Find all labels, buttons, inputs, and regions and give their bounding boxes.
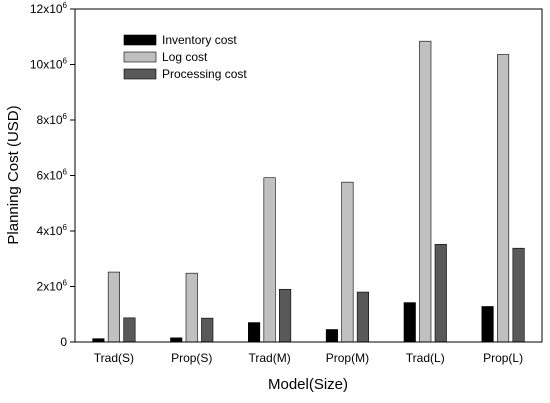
- x-tick-label: Prop(M): [326, 351, 369, 365]
- legend: Inventory cost Log cost Processing cost: [123, 33, 247, 81]
- legend-swatch: [123, 51, 157, 63]
- legend-swatch: [123, 68, 157, 80]
- legend-label: Log cost: [162, 50, 208, 64]
- y-axis-ticks: 0 2x106 4x106 6x106 8x106 10x106 12x106: [30, 1, 75, 349]
- legend-label: Processing cost: [162, 67, 247, 81]
- y-tick-label: 10x106: [30, 57, 68, 72]
- bar-log-cost: [341, 181, 354, 343]
- bar-processing-cost: [201, 317, 214, 343]
- x-tick-label: Trad(M): [248, 351, 290, 365]
- bar-inventory-cost: [170, 337, 183, 343]
- x-tick-label: Trad(L): [406, 351, 445, 365]
- bar-inventory-cost: [248, 322, 261, 343]
- bar-log-cost: [263, 177, 276, 343]
- bar-log-cost: [419, 40, 432, 343]
- y-tick-label: 2x106: [37, 279, 68, 294]
- bar-inventory-cost: [325, 329, 338, 343]
- bar-processing-cost: [123, 317, 136, 343]
- bar-log-cost: [497, 54, 510, 343]
- bar-log-cost: [185, 272, 198, 343]
- y-tick-label: 4x106: [37, 223, 68, 238]
- y-tick-label: 8x106: [37, 112, 68, 127]
- bar-inventory-cost: [481, 306, 494, 343]
- bar-processing-cost: [512, 247, 525, 343]
- x-tick-label: Trad(S): [94, 351, 134, 365]
- y-tick-label: 0: [60, 335, 67, 349]
- y-tick-label: 6x106: [37, 168, 68, 183]
- y-axis-title: Planning Cost (USD): [5, 105, 22, 244]
- bar-processing-cost: [434, 244, 447, 343]
- legend-swatch: [123, 34, 157, 46]
- bar-inventory-cost: [403, 302, 416, 343]
- x-tick-label: Prop(L): [483, 351, 523, 365]
- bar-processing-cost: [279, 288, 292, 343]
- legend-label: Inventory cost: [162, 33, 237, 47]
- bar-processing-cost: [356, 291, 369, 343]
- x-axis-title: Model(Size): [268, 376, 348, 393]
- x-axis-ticks: Trad(S) Prop(S) Trad(M) Prop(M) Trad(L) Prop(…: [94, 351, 523, 365]
- bar-log-cost: [107, 271, 120, 343]
- y-tick-label: 12x106: [30, 1, 68, 16]
- x-tick-label: Prop(S): [171, 351, 212, 365]
- bars-layer: [92, 40, 525, 343]
